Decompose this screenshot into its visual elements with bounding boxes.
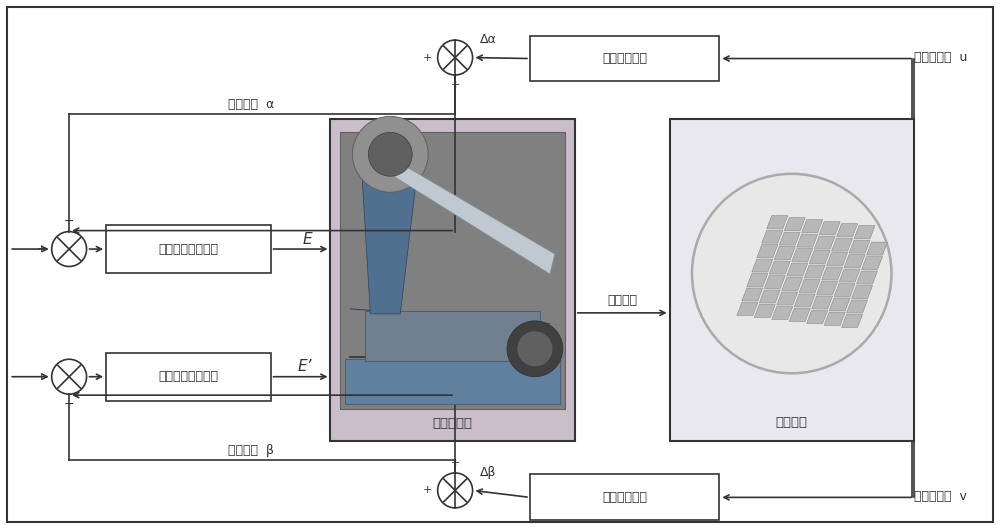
Bar bbox=[670, 120, 914, 441]
Polygon shape bbox=[754, 305, 775, 317]
Text: 反射光线: 反射光线 bbox=[607, 295, 637, 307]
Polygon shape bbox=[822, 267, 843, 280]
Bar bbox=[530, 35, 719, 81]
Bar bbox=[106, 353, 271, 400]
Circle shape bbox=[368, 132, 412, 176]
Polygon shape bbox=[777, 292, 798, 305]
Polygon shape bbox=[842, 314, 863, 327]
Polygon shape bbox=[847, 300, 868, 313]
Polygon shape bbox=[779, 232, 800, 245]
Polygon shape bbox=[857, 271, 878, 284]
Polygon shape bbox=[807, 311, 828, 323]
Polygon shape bbox=[837, 224, 858, 236]
Text: 导引控制函数: 导引控制函数 bbox=[602, 491, 647, 504]
Polygon shape bbox=[782, 278, 803, 290]
Bar bbox=[530, 475, 719, 521]
Polygon shape bbox=[809, 251, 830, 263]
Polygon shape bbox=[764, 276, 785, 288]
Bar bbox=[345, 359, 560, 404]
Polygon shape bbox=[829, 298, 850, 311]
Polygon shape bbox=[862, 257, 882, 270]
Polygon shape bbox=[824, 313, 845, 325]
Polygon shape bbox=[747, 273, 768, 287]
Polygon shape bbox=[819, 222, 840, 235]
Polygon shape bbox=[752, 259, 773, 272]
Polygon shape bbox=[832, 238, 853, 251]
Text: E: E bbox=[303, 232, 312, 247]
Text: Δα: Δα bbox=[480, 33, 497, 46]
Polygon shape bbox=[834, 284, 855, 296]
Polygon shape bbox=[759, 290, 780, 303]
Polygon shape bbox=[867, 242, 887, 255]
Polygon shape bbox=[794, 294, 815, 307]
Text: 成像偏移量  v: 成像偏移量 v bbox=[914, 490, 967, 503]
Polygon shape bbox=[839, 269, 860, 282]
Polygon shape bbox=[360, 147, 420, 314]
Polygon shape bbox=[784, 217, 805, 231]
Text: 测角反馈  β: 测角反馈 β bbox=[228, 444, 274, 457]
Text: +: + bbox=[423, 52, 432, 62]
Circle shape bbox=[507, 321, 563, 377]
Text: 成像偏移量  u: 成像偏移量 u bbox=[914, 51, 967, 64]
Polygon shape bbox=[767, 216, 788, 229]
Text: +: + bbox=[423, 486, 432, 495]
Polygon shape bbox=[797, 234, 818, 247]
Text: Δβ: Δβ bbox=[480, 466, 497, 479]
Polygon shape bbox=[812, 296, 833, 309]
Polygon shape bbox=[757, 244, 778, 258]
Text: −: − bbox=[64, 215, 74, 228]
Text: 导引控制函数: 导引控制函数 bbox=[602, 52, 647, 65]
Text: +: + bbox=[450, 458, 460, 468]
Polygon shape bbox=[817, 281, 838, 295]
Text: 方位轴位置控制器: 方位轴位置控制器 bbox=[158, 242, 218, 256]
Polygon shape bbox=[854, 226, 875, 239]
Polygon shape bbox=[844, 254, 865, 268]
Polygon shape bbox=[774, 247, 795, 260]
Polygon shape bbox=[737, 303, 758, 315]
Polygon shape bbox=[772, 306, 793, 320]
Polygon shape bbox=[814, 236, 835, 249]
Text: +: + bbox=[450, 80, 460, 90]
Polygon shape bbox=[769, 261, 790, 274]
Text: 成像焦面: 成像焦面 bbox=[776, 416, 808, 429]
Polygon shape bbox=[787, 263, 808, 276]
Polygon shape bbox=[742, 288, 763, 301]
Bar bbox=[365, 311, 540, 361]
Circle shape bbox=[352, 116, 428, 192]
Circle shape bbox=[517, 331, 553, 367]
Text: E’: E’ bbox=[298, 359, 312, 374]
Text: +: + bbox=[37, 372, 46, 382]
Polygon shape bbox=[762, 230, 783, 243]
Polygon shape bbox=[792, 249, 813, 261]
Text: 二维指向镜: 二维指向镜 bbox=[433, 417, 473, 430]
Bar bbox=[340, 132, 565, 408]
Text: −: − bbox=[64, 398, 74, 411]
Text: 俧仰轴位置控制器: 俧仰轴位置控制器 bbox=[158, 370, 218, 383]
Bar bbox=[106, 225, 271, 273]
Polygon shape bbox=[849, 240, 870, 253]
Bar bbox=[330, 120, 575, 441]
Polygon shape bbox=[802, 220, 823, 233]
Polygon shape bbox=[827, 252, 848, 266]
Polygon shape bbox=[804, 265, 825, 278]
Polygon shape bbox=[852, 286, 873, 298]
Polygon shape bbox=[395, 160, 555, 274]
Text: +: + bbox=[37, 244, 46, 254]
Polygon shape bbox=[799, 279, 820, 293]
Text: 测角反馈  α: 测角反馈 α bbox=[228, 98, 274, 111]
Polygon shape bbox=[789, 308, 810, 322]
Circle shape bbox=[692, 174, 891, 373]
